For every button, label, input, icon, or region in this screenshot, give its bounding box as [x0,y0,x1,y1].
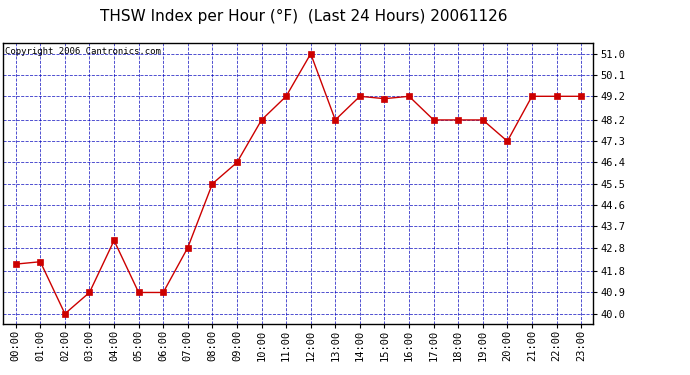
Text: Copyright 2006 Cantronics.com: Copyright 2006 Cantronics.com [5,47,161,56]
Text: THSW Index per Hour (°F)  (Last 24 Hours) 20061126: THSW Index per Hour (°F) (Last 24 Hours)… [100,9,507,24]
